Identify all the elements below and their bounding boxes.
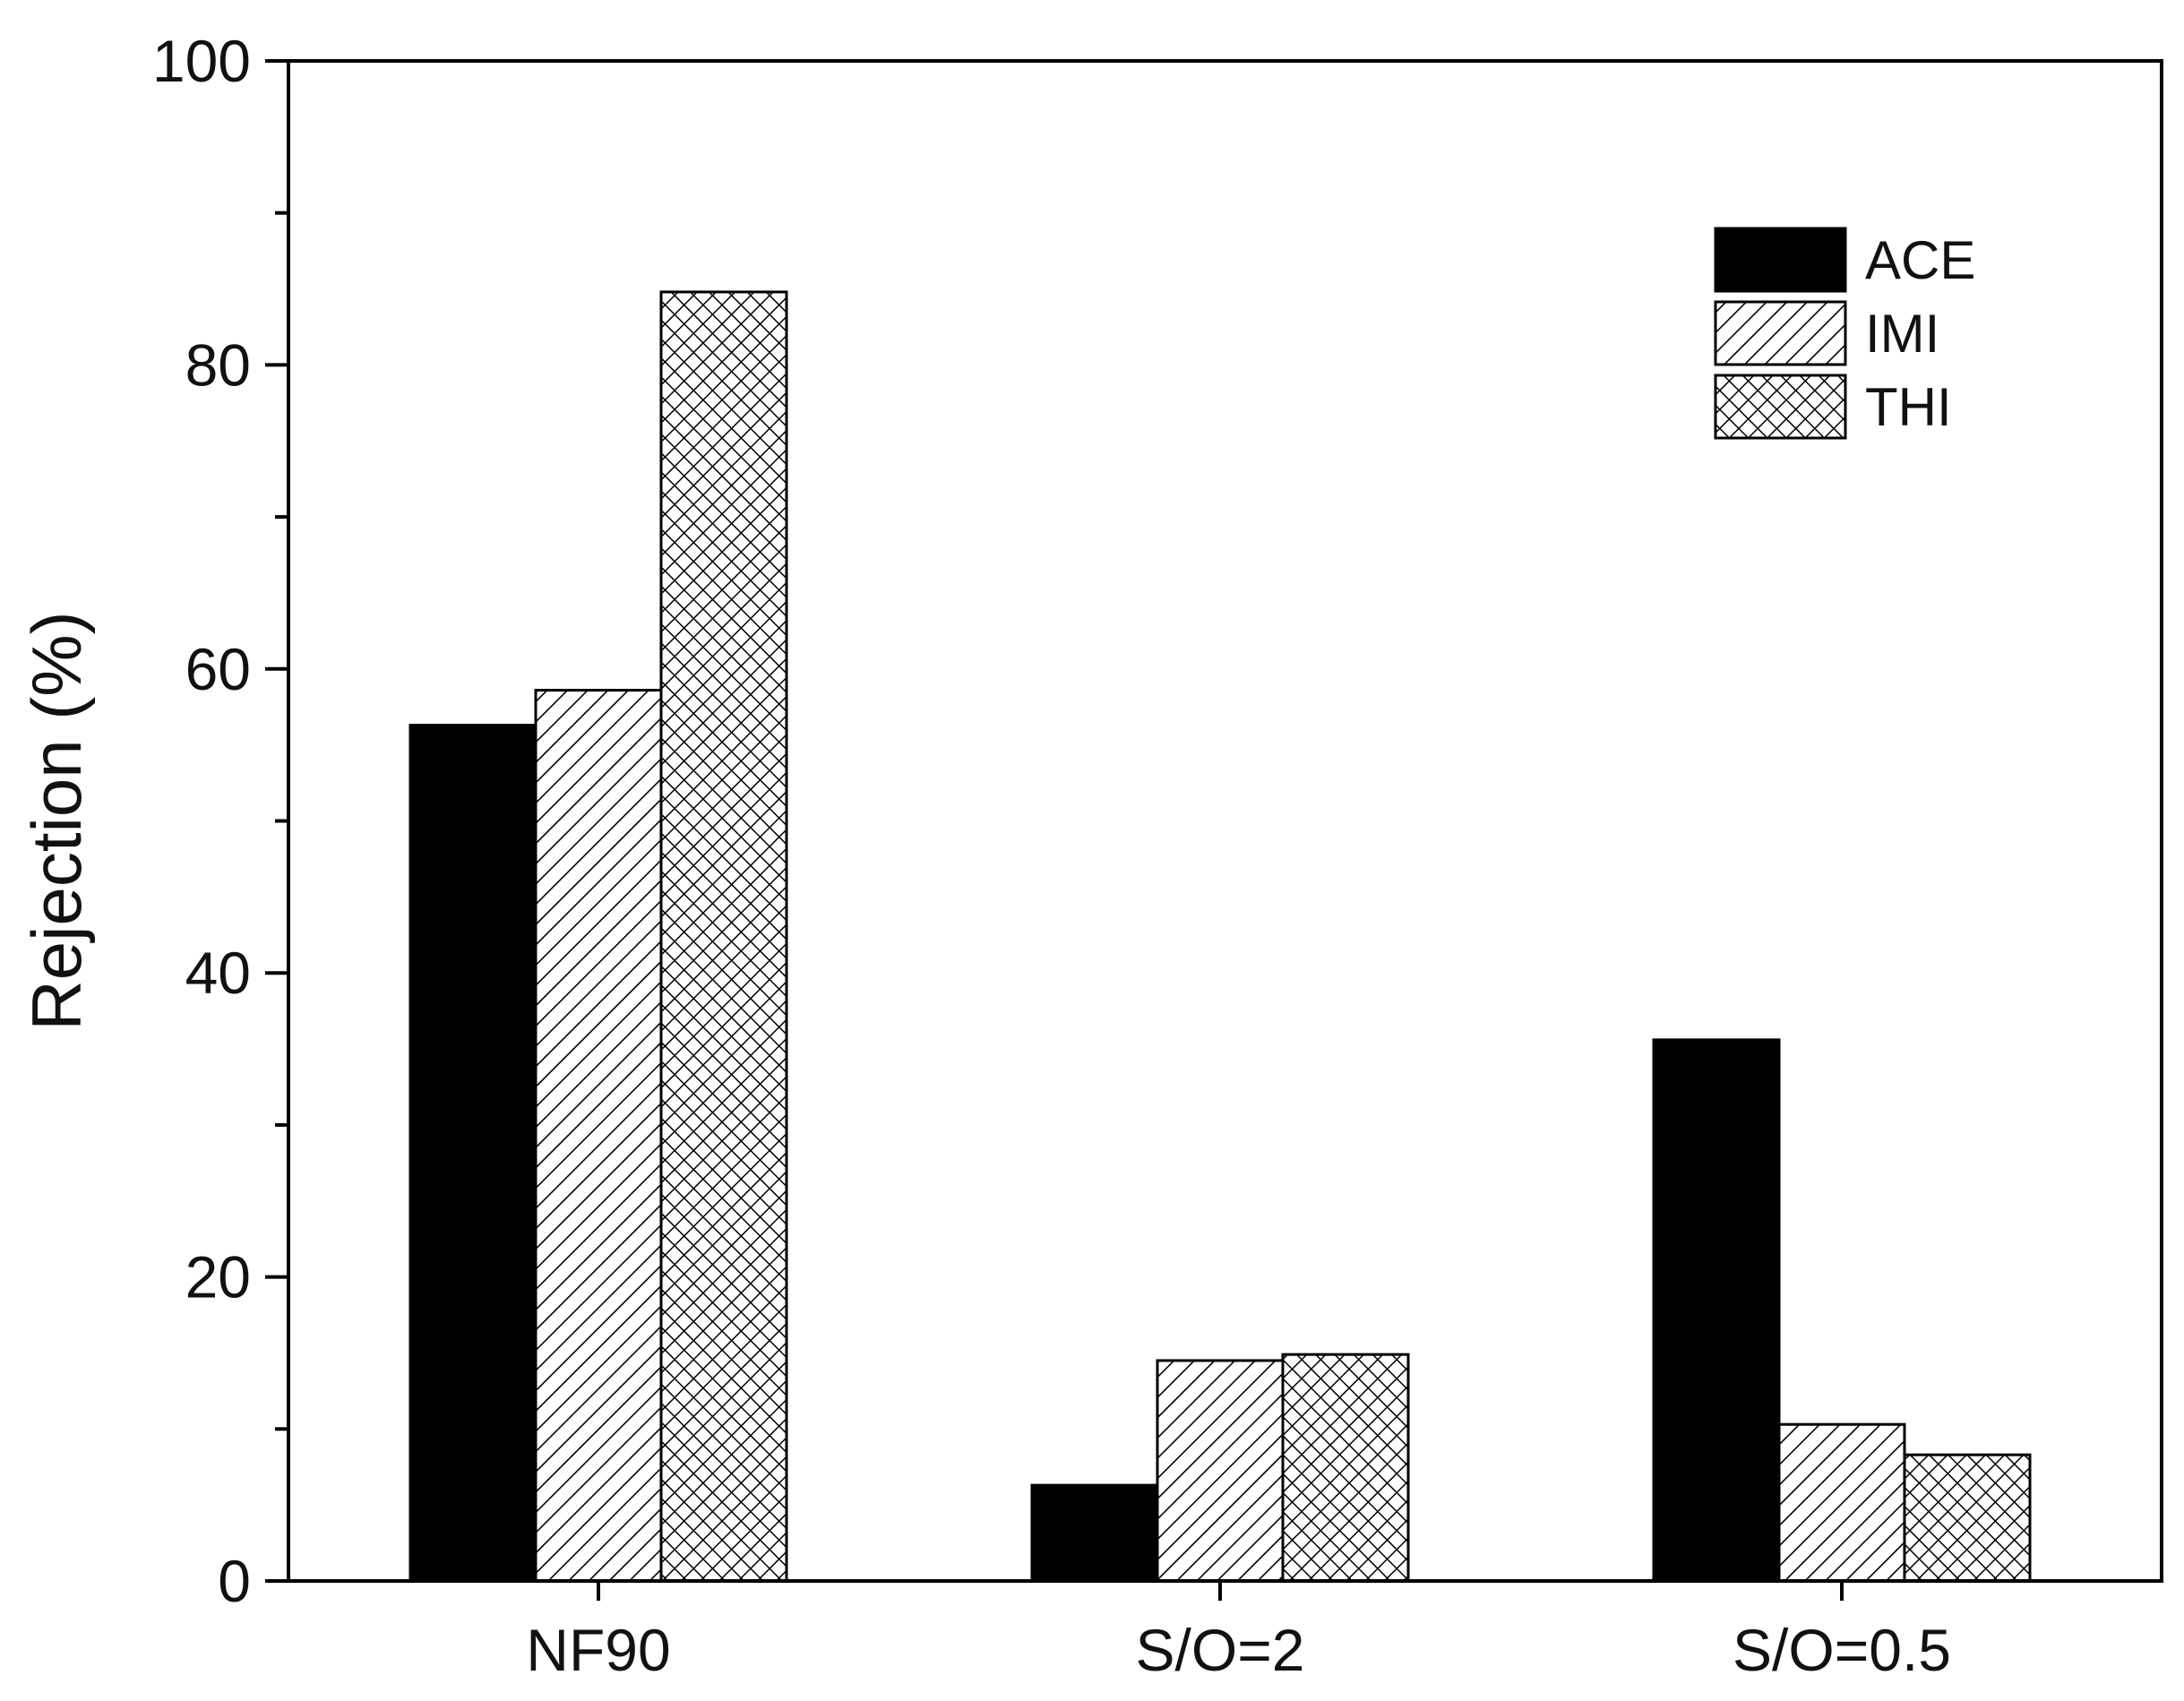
legend-swatch-thi <box>1714 374 1847 440</box>
legend-label-ace: ACE <box>1865 230 1975 290</box>
y-tick-label: 80 <box>185 331 251 398</box>
x-category-label: S/O=2 <box>1136 1617 1305 1683</box>
bar-ace-0 <box>408 724 537 1583</box>
bar-thi-2 <box>1903 1453 2032 1583</box>
y-tick-label: 40 <box>185 940 251 1006</box>
bar-thi-1 <box>1281 1353 1410 1583</box>
x-category-label: S/O=0.5 <box>1733 1617 1951 1683</box>
x-category-label: NF90 <box>526 1617 670 1683</box>
y-tick-label: 100 <box>152 28 251 94</box>
y-tick-label: 60 <box>185 636 251 702</box>
bar-thi-0 <box>659 290 788 1583</box>
bar-imi-1 <box>1156 1359 1285 1583</box>
legend: ACE IMI THI <box>1714 227 1975 440</box>
bar-ace-2 <box>1652 1038 1781 1583</box>
legend-label-imi: IMI <box>1865 304 1939 364</box>
y-axis-title: Rejection (%) <box>17 611 96 1030</box>
bar-imi-0 <box>534 689 663 1583</box>
legend-swatch-imi <box>1714 300 1847 366</box>
y-ticks: 0 20 40 60 80 100 <box>152 28 288 1614</box>
bars-layer <box>408 290 2032 1583</box>
y-tick-label: 0 <box>218 1548 251 1614</box>
legend-swatch-ace <box>1714 227 1847 293</box>
x-category-labels: NF90 S/O=2 S/O=0.5 <box>526 1581 1951 1683</box>
legend-label-thi: THI <box>1865 377 1952 437</box>
y-tick-label: 20 <box>185 1244 251 1310</box>
bar-imi-2 <box>1777 1422 1906 1583</box>
bar-ace-1 <box>1030 1483 1159 1583</box>
